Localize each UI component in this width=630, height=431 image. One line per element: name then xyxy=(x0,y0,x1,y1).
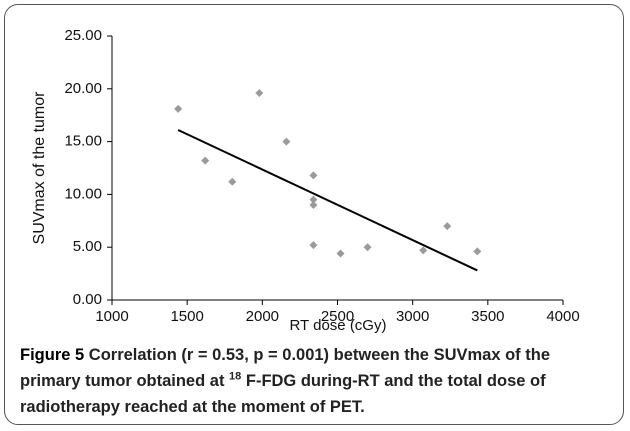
caption: Figure 5 Correlation (r = 0.53, p = 0.00… xyxy=(20,342,615,420)
data-point xyxy=(282,137,291,146)
x-axis-label: RT dose (cGy) xyxy=(290,317,387,334)
caption-superscript: 18 xyxy=(229,370,242,383)
figure-frame xyxy=(4,4,624,425)
y-tick-label: 15.00 xyxy=(64,133,102,150)
x-tick-label: 1000 xyxy=(95,308,128,325)
x-tick-label: 3000 xyxy=(396,308,429,325)
y-axis-label: SUVmax of the tumor xyxy=(31,91,48,245)
x-tick-label: 2000 xyxy=(246,308,279,325)
x-tick-label: 3500 xyxy=(471,308,504,325)
data-point xyxy=(309,171,318,180)
y-tick-label: 10.00 xyxy=(64,185,102,202)
x-tick-label: 1500 xyxy=(170,308,203,325)
data-point xyxy=(336,249,345,258)
y-tick-label: 25.00 xyxy=(64,27,102,44)
data-point xyxy=(419,246,428,255)
data-point xyxy=(201,156,210,165)
data-point xyxy=(473,247,482,256)
data-point xyxy=(309,200,318,209)
y-tick-label: 20.00 xyxy=(64,80,102,97)
y-tick-label: 5.00 xyxy=(73,238,102,255)
x-tick-label: 4000 xyxy=(546,308,579,325)
caption-text: F-FDG during-RT and the total dose of ra… xyxy=(20,372,546,416)
caption-label: Figure 5 xyxy=(20,346,85,364)
data-point xyxy=(255,89,264,98)
data-point xyxy=(309,241,318,250)
data-point xyxy=(363,243,372,252)
data-point xyxy=(443,222,452,231)
y-tick-label: 0.00 xyxy=(73,291,102,308)
caption-text: Correlation (r = 0.53, p = 0.001) betwee… xyxy=(20,346,551,390)
data-point xyxy=(309,195,318,204)
chart: RT dose (cGy) SUVmax of the tumor 0.00 5.… xyxy=(31,27,579,334)
data-point xyxy=(228,177,237,186)
x-tick-label: 2500 xyxy=(321,308,354,325)
trend-line xyxy=(177,129,478,272)
data-point xyxy=(174,104,183,113)
